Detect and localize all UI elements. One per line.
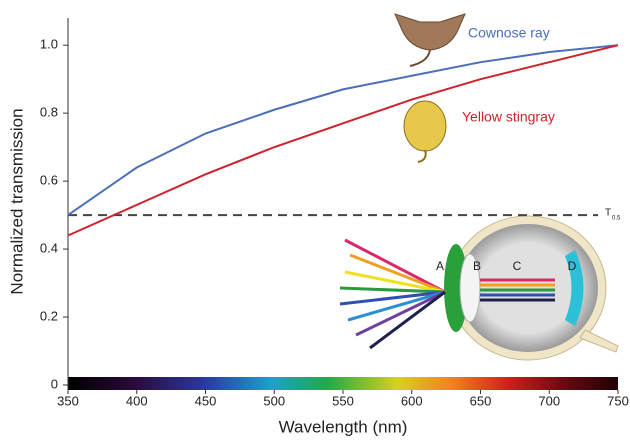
series-line — [68, 45, 618, 215]
x-tick-label: 400 — [126, 393, 148, 408]
x-tick-label: 650 — [470, 393, 492, 408]
y-tick-label: 0 — [51, 376, 58, 391]
x-tick-label: 750 — [607, 393, 629, 408]
page: 0 0.2 0.4 0.6 0.8 1.0 350 400 450 500 550 600 650 700… — [0, 0, 630, 442]
diagram-label: C — [513, 259, 522, 273]
diagram-label: A — [436, 259, 444, 273]
y-tick-label: 0.6 — [40, 173, 58, 188]
series-line — [68, 45, 618, 235]
x-tick-label: 500 — [263, 393, 285, 408]
y-tick-label: 0.4 — [40, 241, 58, 256]
diagram-label: D — [568, 259, 577, 273]
x-tick-label: 350 — [57, 393, 79, 408]
threshold-label: T — [605, 208, 611, 219]
cownose-ray-icon — [395, 14, 465, 66]
x-axis-label: Wavelength (nm) — [279, 417, 408, 436]
x-tick-label: 450 — [195, 393, 217, 408]
series-label: Yellow stingray — [462, 109, 555, 125]
x-tick-label: 700 — [538, 393, 560, 408]
chart: 0 0.2 0.4 0.6 0.8 1.0 350 400 450 500 550 600 650 700… — [0, 0, 630, 442]
spectrum-bar — [68, 377, 618, 390]
threshold-subscript: 0.5 — [612, 216, 621, 222]
y-tick-label: 1.0 — [40, 37, 58, 52]
series-label: Cownose ray — [468, 25, 550, 41]
y-tick-label: 0.2 — [40, 308, 58, 323]
y-axis-label: Normalized transmission — [7, 108, 26, 294]
x-tick-label: 550 — [332, 393, 354, 408]
yellow-stingray-icon — [404, 101, 446, 162]
eye-diagram — [340, 216, 618, 360]
x-tick-label: 600 — [401, 393, 423, 408]
diagram-label: B — [473, 259, 481, 273]
y-tick-label: 0.8 — [40, 105, 58, 120]
